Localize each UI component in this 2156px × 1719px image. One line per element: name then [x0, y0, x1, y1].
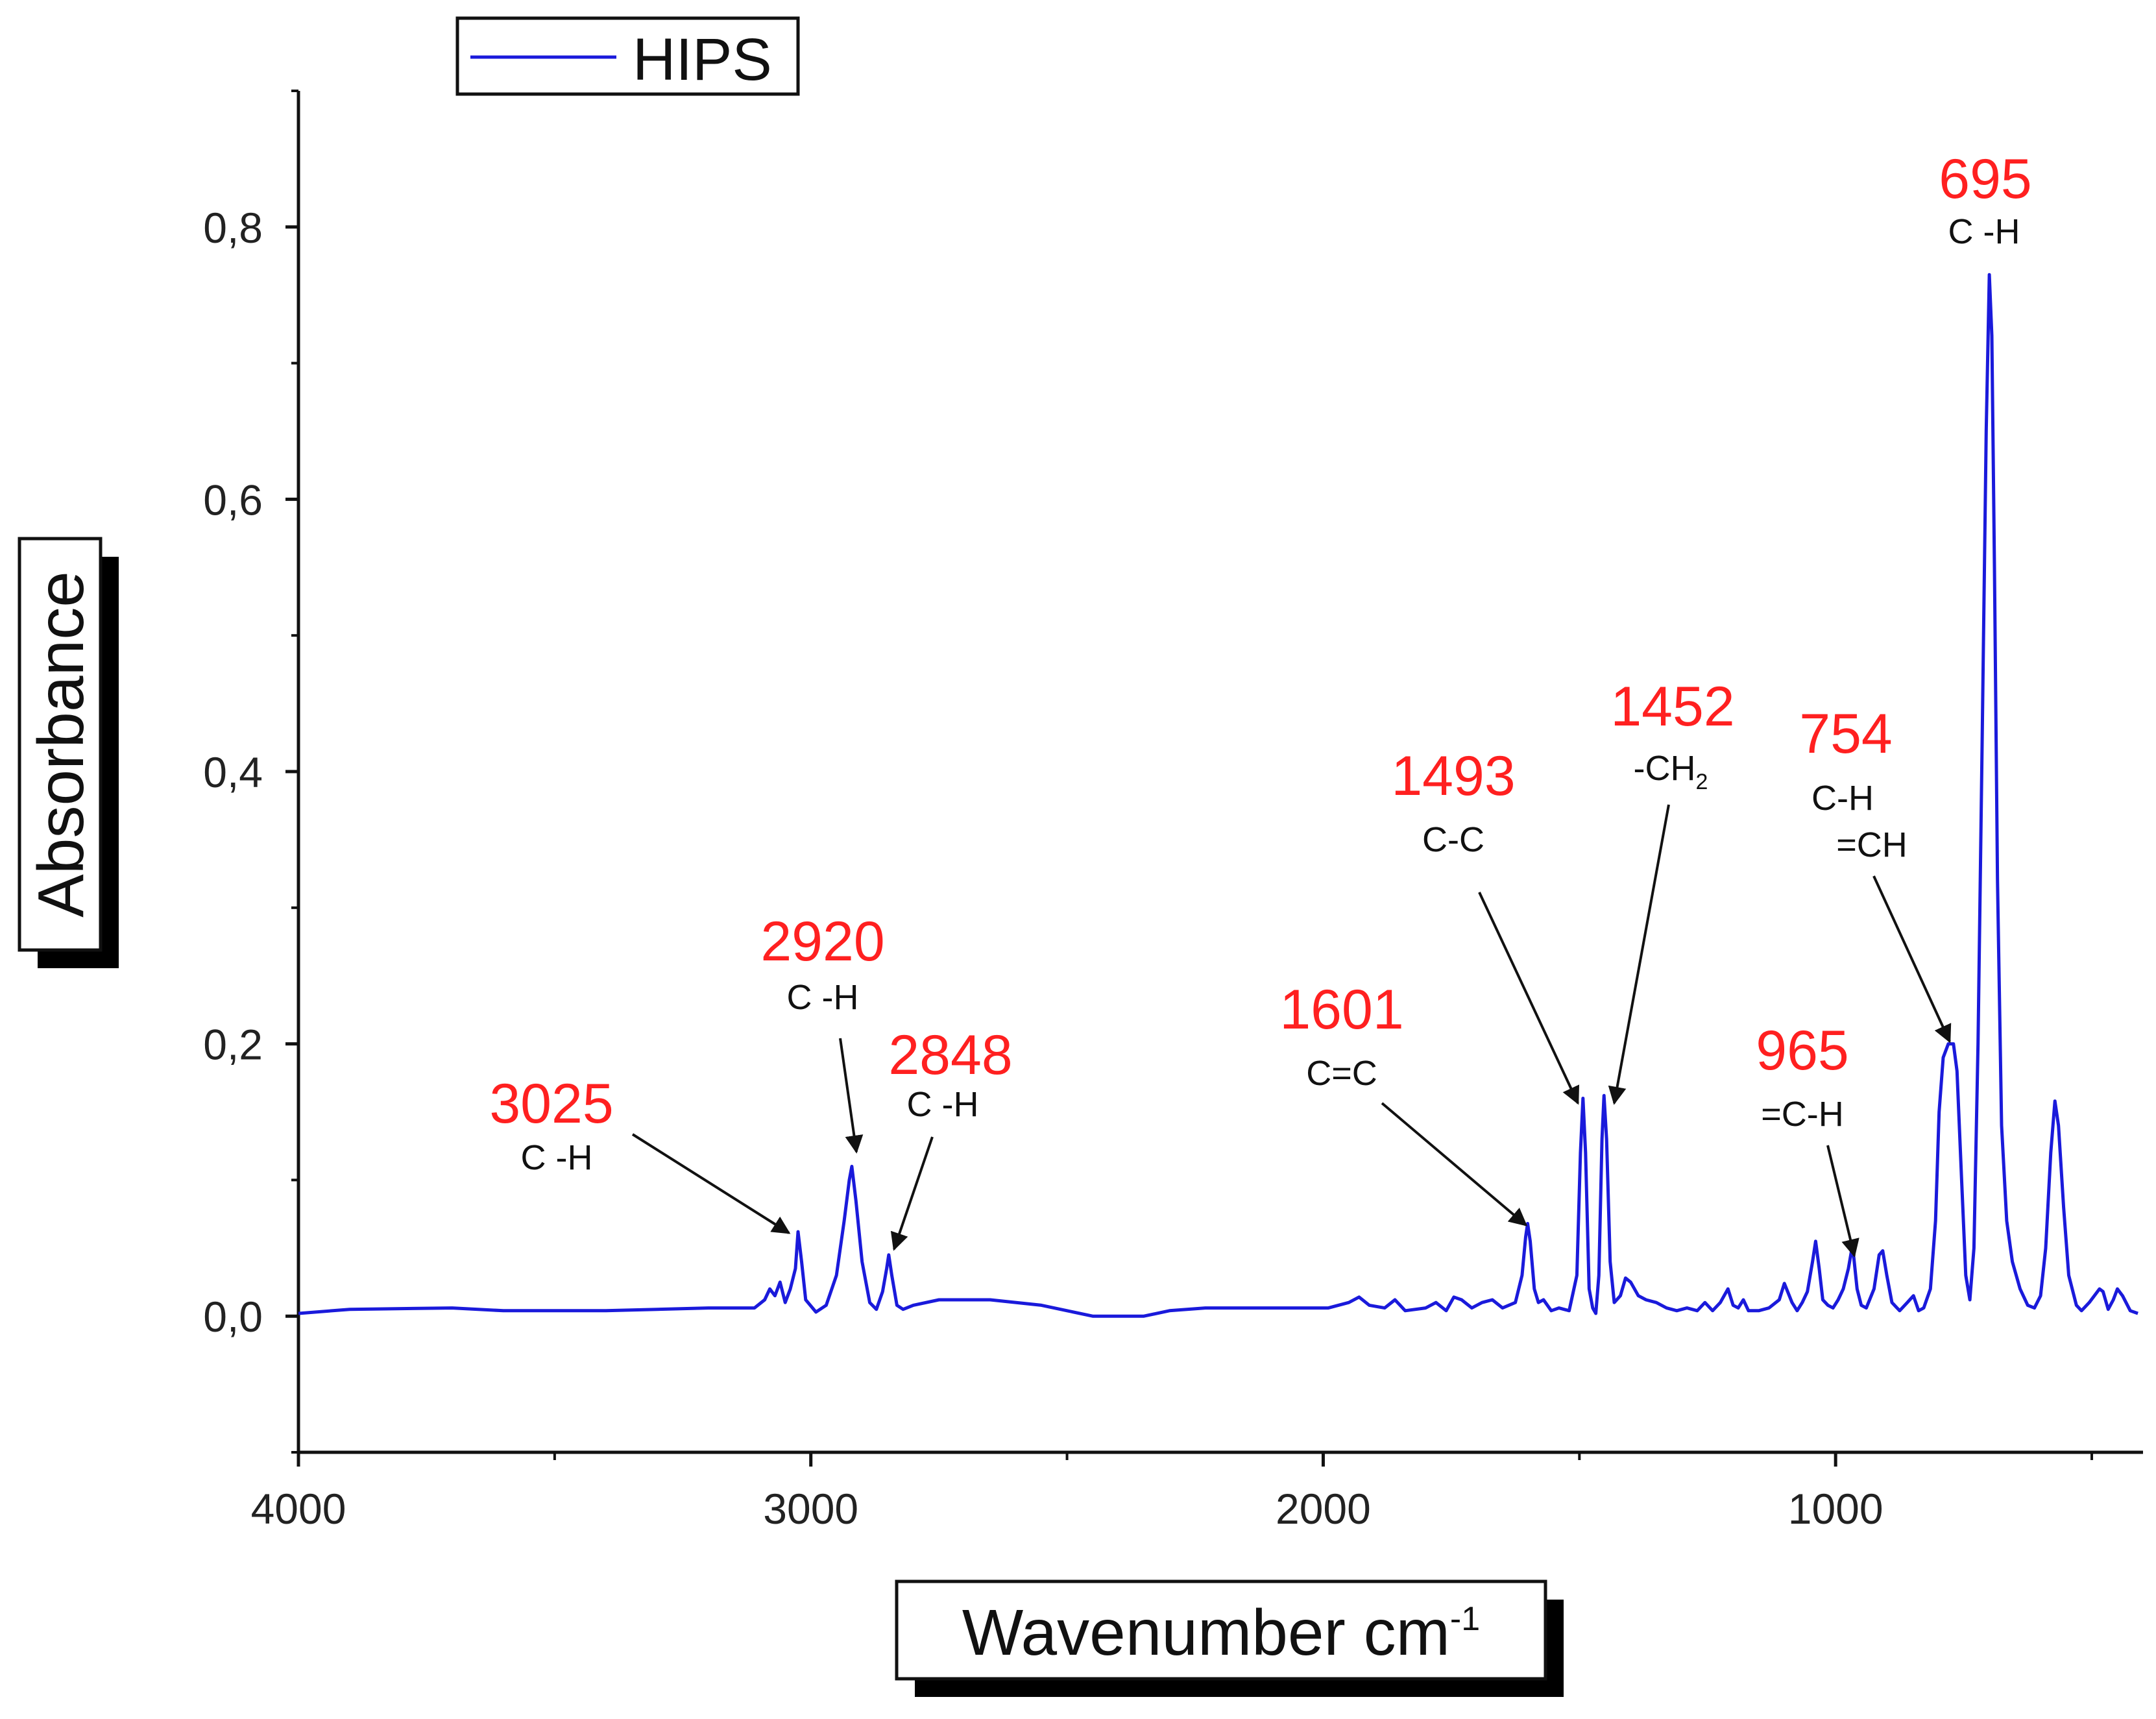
group-label-1452: -CH2 [1634, 749, 1708, 794]
legend: HIPS [455, 16, 800, 96]
peak-label-1493: 1493 [1391, 745, 1515, 807]
group-label-3025: C -H [521, 1138, 593, 1177]
annotation-965: 965 =C-H [1756, 1019, 1859, 1258]
group-label-695: C -H [1948, 212, 2020, 251]
annotation-1493: 1493 C-C [1391, 745, 1580, 1105]
group-label-754: C-H [1811, 779, 1874, 818]
annotation-754: 754 C-H =CH [1799, 703, 1952, 1043]
group-label-965: =C-H [1761, 1095, 1844, 1134]
x-tick-label: 3000 [763, 1485, 858, 1533]
annotation-2920: 2920 C -H [760, 910, 885, 1154]
annotation-695: 695 C -H [1939, 148, 2032, 251]
group-label-1601: C=C [1306, 1054, 1377, 1093]
series-line-hips [298, 273, 2138, 1318]
y-tick-label: 0,2 [203, 1021, 263, 1069]
arrow-1452 [1608, 804, 1670, 1105]
peak-label-1601: 1601 [1279, 979, 1403, 1041]
annotation-1601: 1601 C=C [1279, 979, 1528, 1226]
arrow-754 [1872, 875, 1952, 1043]
group-label-2848: C -H [907, 1085, 979, 1124]
x-tick-label: 1000 [1788, 1485, 1883, 1533]
x-axis-label: Wavenumber cm-1 [962, 1596, 1480, 1669]
annotation-1452: 1452 -CH2 [1608, 676, 1735, 1105]
peak-label-2848: 2848 [888, 1024, 1012, 1086]
arrow-2920 [839, 1038, 864, 1154]
group-label-754-line2: =CH [1836, 825, 1908, 864]
group-label-2920: C -H [787, 978, 859, 1017]
peak-label-3025: 3025 [489, 1073, 613, 1135]
legend-label-hips: HIPS [633, 27, 772, 93]
x-axis-title: Wavenumber cm-1 [895, 1579, 1564, 1697]
group-label-1493: C-C [1422, 820, 1484, 859]
arrow-1493 [1478, 892, 1580, 1105]
y-axis-title: Absorbance [18, 537, 119, 968]
peak-label-965: 965 [1756, 1019, 1849, 1082]
peak-label-1452: 1452 [1610, 676, 1734, 738]
y-tick-label: 0,6 [203, 476, 263, 524]
arrow-2848 [890, 1136, 934, 1251]
y-tick-label: 0,4 [203, 748, 263, 796]
axis-ticks: 0,0 0,2 0,4 0,6 0,8 4000 3000 2000 1000 [203, 90, 2094, 1533]
peak-label-754: 754 [1799, 703, 1893, 765]
x-tick-label: 2000 [1276, 1485, 1371, 1533]
annotation-3025: 3025 C -H [489, 1073, 791, 1234]
arrow-3025 [631, 1133, 791, 1234]
arrow-1601 [1381, 1102, 1528, 1226]
y-tick-label: 0,0 [203, 1293, 263, 1341]
y-axis-label: Absorbance [25, 571, 97, 918]
peak-label-2920: 2920 [760, 910, 884, 973]
arrow-965 [1826, 1145, 1859, 1258]
y-tick-label: 0,8 [203, 204, 263, 252]
annotation-2848: 2848 C -H [888, 1024, 1013, 1251]
peak-label-695: 695 [1939, 148, 2032, 210]
x-tick-label: 4000 [251, 1485, 346, 1533]
